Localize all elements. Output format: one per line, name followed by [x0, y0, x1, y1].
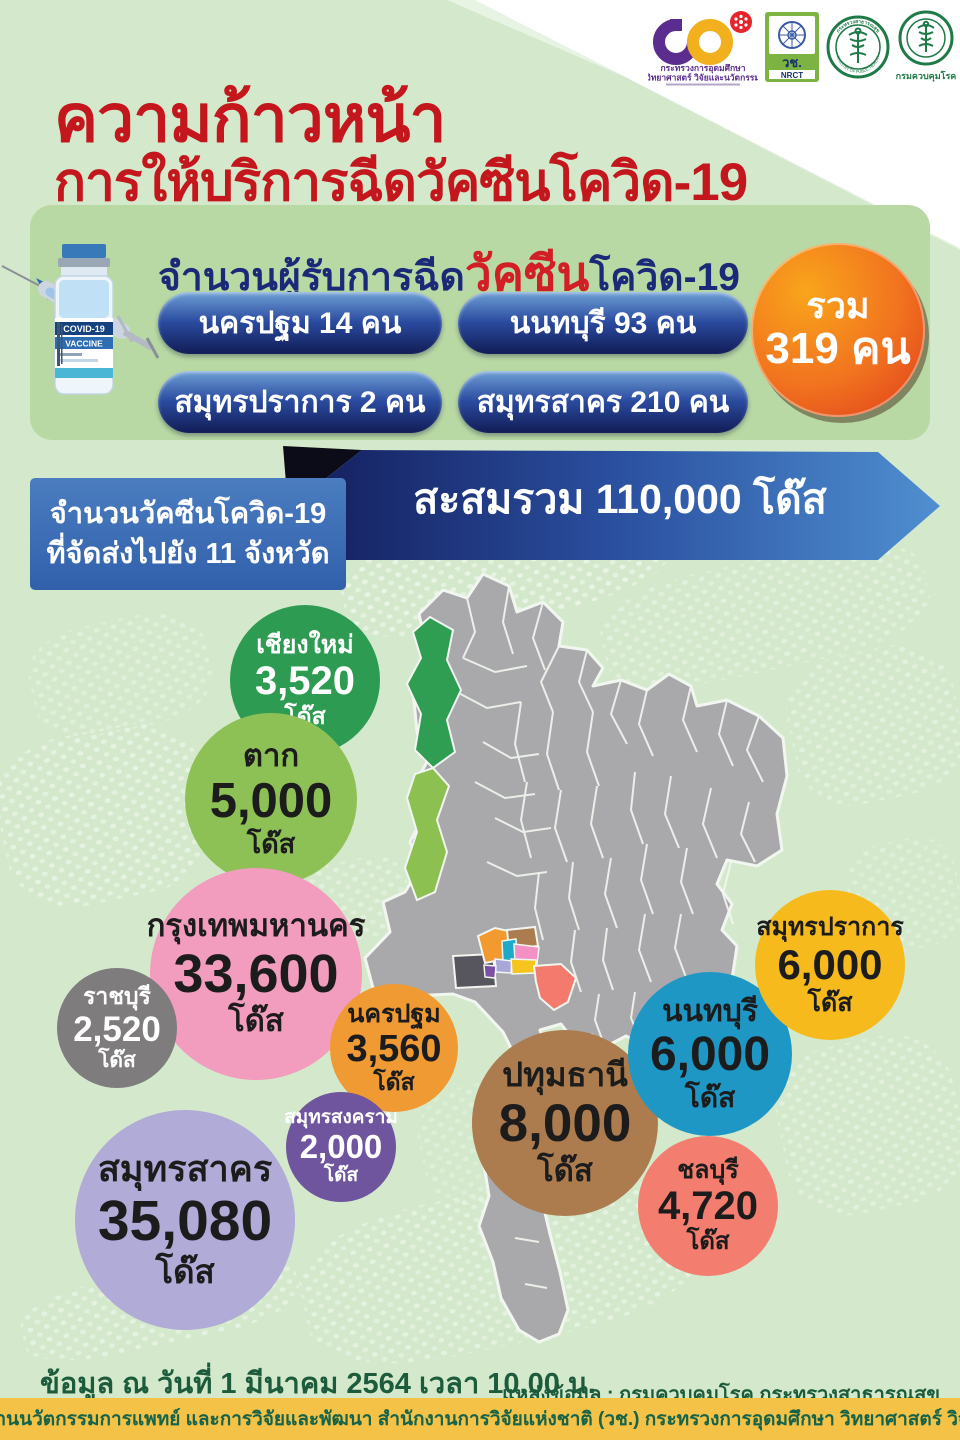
- vaccine-vial-icon: COVID-19 VACCINE: [1, 244, 160, 395]
- svg-text:NRCT: NRCT: [781, 71, 803, 80]
- map-region-samutsakhon: [494, 958, 513, 974]
- ribbon-label: สะสมรวม 110,000 โด๊ส: [413, 475, 827, 522]
- thailand-map: [363, 572, 789, 1344]
- province-pill-samutsakhon: สมุทรสาคร 210 คน: [458, 371, 748, 433]
- nrct-logo: วช. NRCT: [765, 12, 819, 82]
- footer-date: ข้อมูล ณ วันที่ 1 มีนาคม 2564 เวลา 10.00…: [40, 1368, 596, 1400]
- province-pill-samutprakan: สมุทรปราการ 2 คน: [158, 371, 442, 433]
- province-bubble-tak: ตาก 5,000 โด๊ส: [185, 713, 357, 885]
- poster-title-line2: การให้บริการฉีดวัคซีนโควิด-19: [54, 153, 748, 212]
- panel-heading-part1: จำนวนผู้รับการฉีด: [158, 256, 465, 299]
- map-region-chonburi: [532, 962, 578, 1012]
- shipped-info-box: จำนวนวัคซีนโควิด-19 ที่จัดส่งไปยัง 11 จั…: [30, 478, 346, 590]
- svg-text:กรมควบคุมโรค: กรมควบคุมโรค: [896, 70, 956, 82]
- province-bubble-ratchaburi: ราชบุรี 2,520 โด๊ส: [57, 968, 177, 1088]
- svg-text:วช.: วช.: [782, 55, 802, 70]
- province-pill-nakhonpathom: นครปฐม 14 คน: [158, 292, 442, 354]
- province-bubble-chonburi: ชลบุรี 4,720 โด๊ส: [638, 1136, 778, 1276]
- mhesi-logo: กระทรวงการอุดมศึกษา วิทยาศาสตร์ วิจัยและ…: [648, 11, 758, 86]
- province-pill-nonthaburi: นนทบุรี 93 คน: [458, 292, 748, 354]
- poster-title-line1: ความก้าวหน้า: [54, 81, 447, 155]
- province-bubble-bangkok: กรุงเทพมหานคร 33,600 โด๊ส: [147, 868, 365, 1080]
- total-circle: รวม 319 คน: [751, 243, 925, 417]
- province-bubble-samutsongkhram: สมุทรสงคราม 2,000 โด๊ส: [284, 1092, 398, 1202]
- total-value: 319 คน: [765, 323, 911, 373]
- ddc-logo: กรมควบคุมโรค: [896, 10, 956, 82]
- caduceus-icon: [917, 20, 935, 52]
- svg-text:วิทยาศาสตร์ วิจัยและนวัตกรรม: วิทยาศาสตร์ วิจัยและนวัตกรรม: [648, 73, 758, 83]
- caduceus-icon: [848, 27, 868, 63]
- map-region-samutprakan: [510, 958, 537, 975]
- province-bubble-pathumthani: ปทุมธานี 8,000 โด๊ส: [472, 1030, 658, 1216]
- map-region-samutsongkhram: [483, 964, 497, 979]
- moph-logo: กระทรวงสาธารณสุข MINISTRY OF PUBLIC HEAL…: [826, 15, 890, 79]
- map-region-tak: [403, 766, 451, 902]
- footer-bar: ศูนย์ปฏิบัติการด้านนวัตกรรมการแพทย์ และก…: [0, 1398, 960, 1440]
- svg-text:กระทรวงการอุดมศึกษา: กระทรวงการอุดมศึกษา: [661, 63, 746, 74]
- map-country-outline: [363, 572, 789, 1344]
- svg-text:COVID-19: COVID-19: [63, 324, 105, 334]
- province-bubble-nakhonpathom: นครปฐม 3,560 โด๊ส: [330, 984, 458, 1112]
- province-bubble-samutsakhon: สมุทรสาคร 35,080 โด๊ส: [75, 1110, 295, 1330]
- panel-heading-part3: โควิด-19: [589, 256, 740, 299]
- footer-bar-text: ศูนย์ปฏิบัติการด้านนวัตกรรมการแพทย์ และก…: [0, 1409, 960, 1430]
- province-bubble-samutprakan: สมุทรปราการ 6,000 โด๊ส: [755, 890, 905, 1040]
- province-bubble-nonthaburi: นนทบุรี 6,000 โด๊ส: [628, 972, 792, 1136]
- total-label: รวม: [806, 284, 870, 326]
- shipped-line2: ที่จัดส่งไปยัง 11 จังหวัด: [46, 538, 330, 570]
- svg-text:VACCINE: VACCINE: [65, 339, 103, 349]
- shipped-line1: จำนวนวัคซีนโควิด-19: [49, 497, 327, 530]
